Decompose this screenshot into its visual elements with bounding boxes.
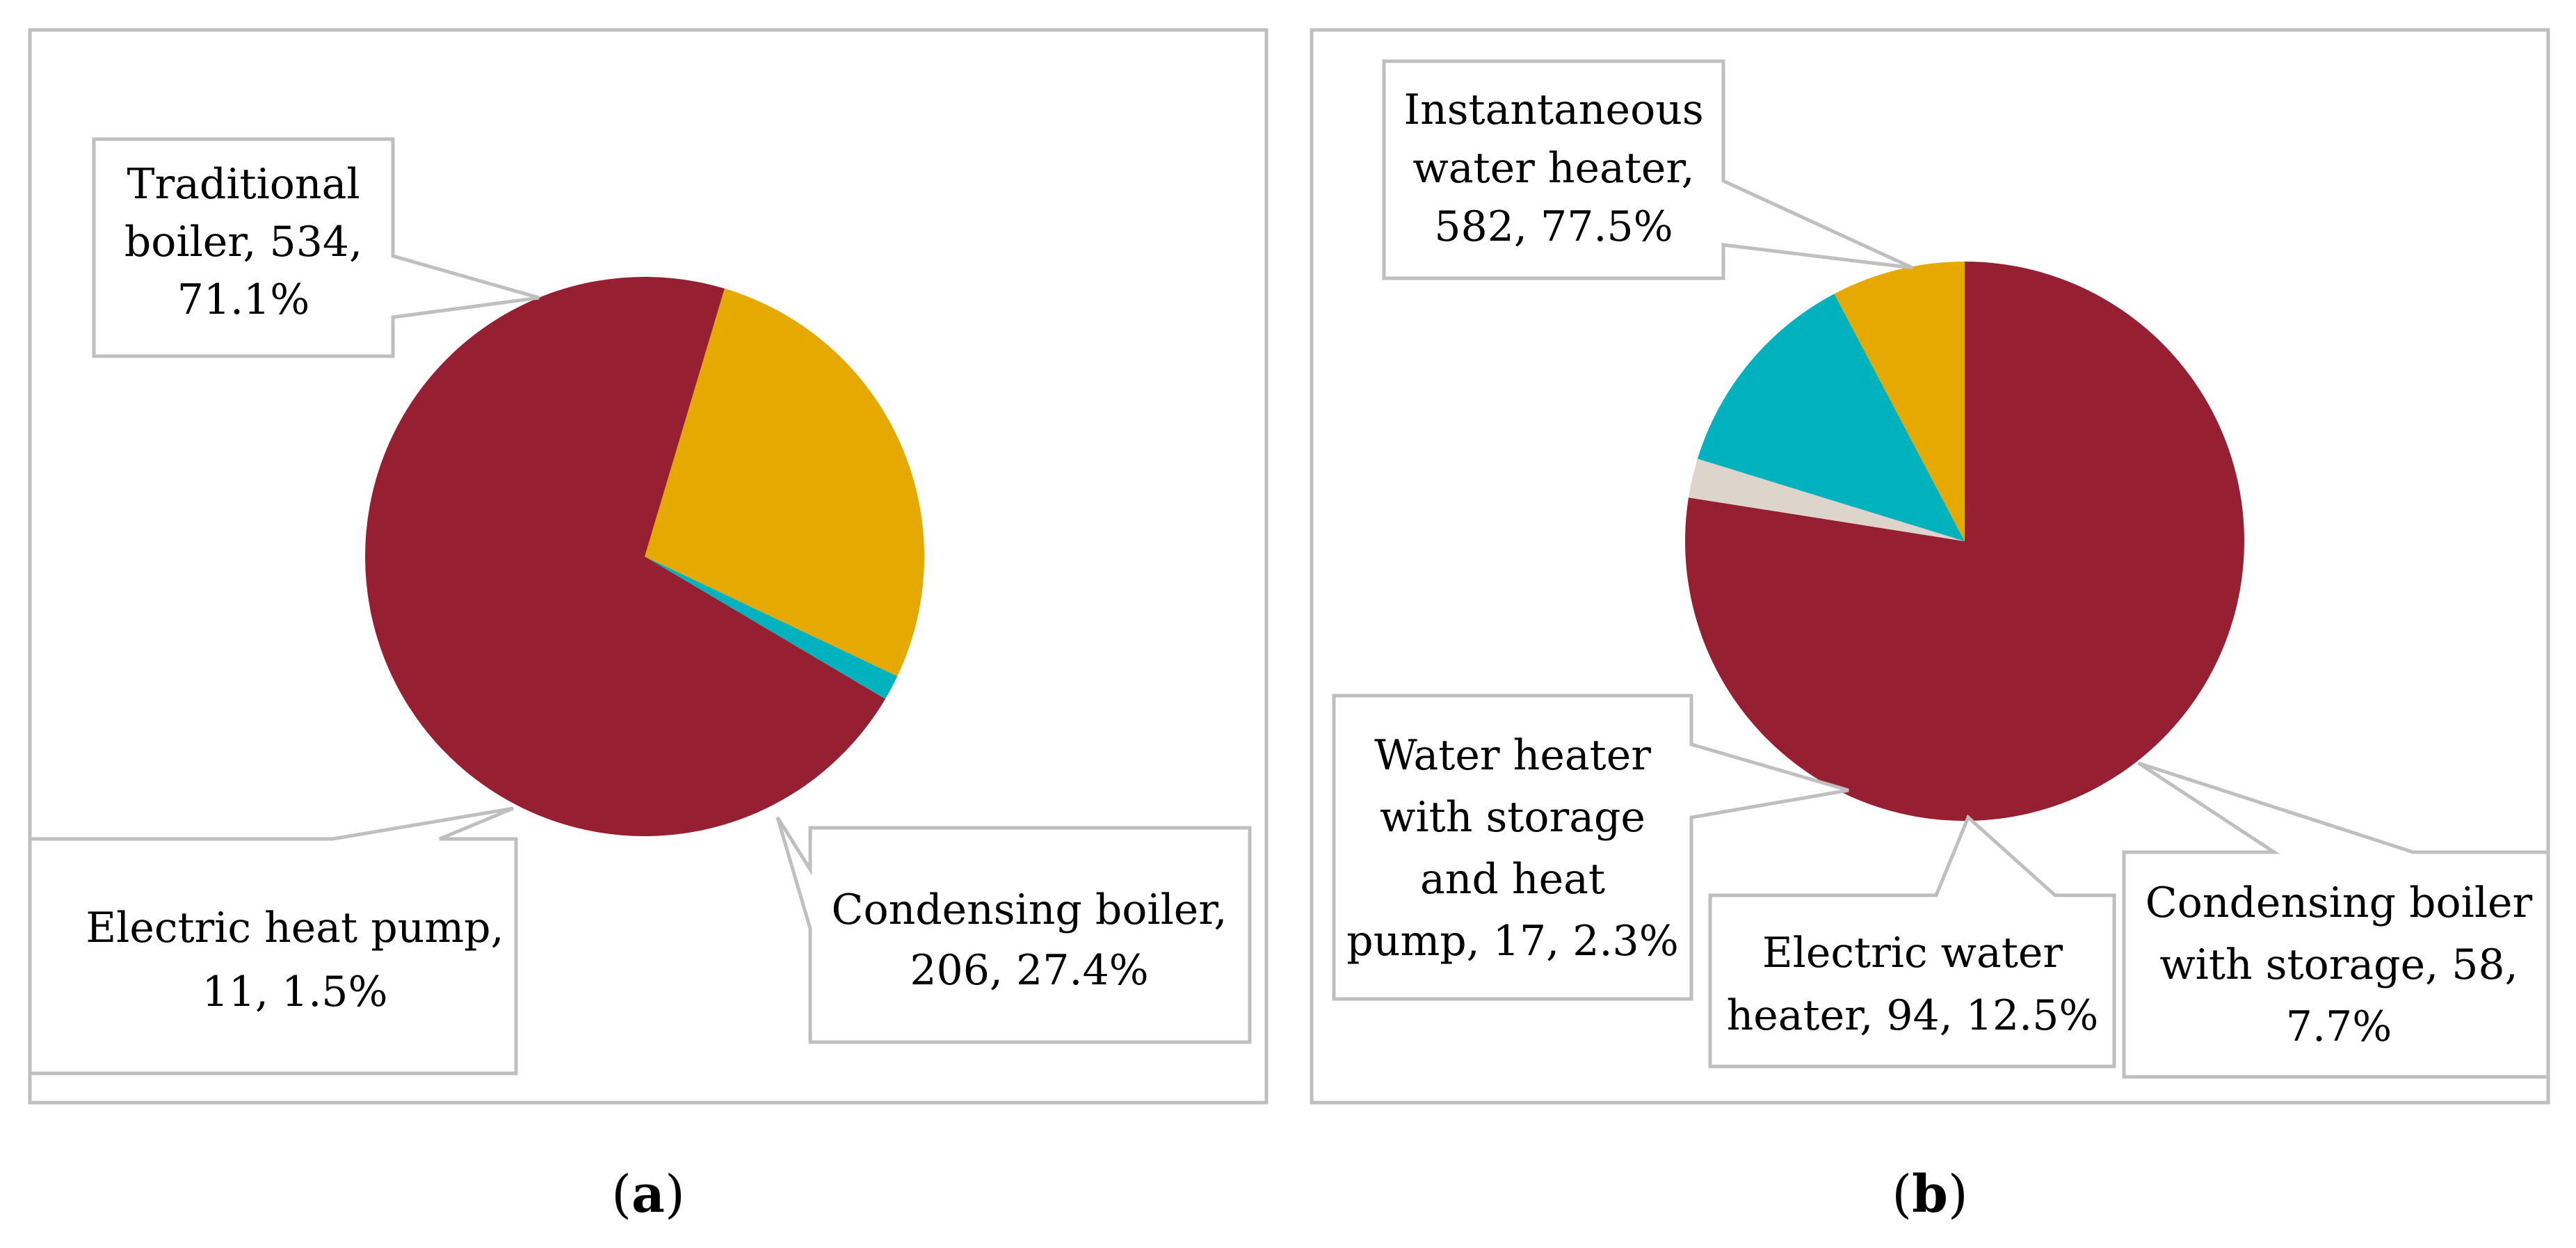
callout-condensing-boiler-storage: Condensing boiler with storage, 58, 7.7% [2122, 761, 2550, 1079]
slice-label-condensing-boiler-line-1: Condensing boiler, [832, 886, 1227, 934]
callout-water-heater-storage-heat-pump: Water heater with storage and heat pump,… [1332, 694, 1849, 1001]
callout-condensing-boiler-box [775, 816, 1252, 1044]
slice-label-water-heater-storage-line-3: and heat [1420, 855, 1605, 904]
callout-electric-heat-pump-box [28, 806, 518, 1075]
panel-b: Instantaneous water heater, 582, 77.5% W… [1310, 28, 2550, 1224]
callout-electric-heat-pump: Electric heat pump, 11, 1.5% [28, 806, 518, 1075]
slice-label-water-heater-storage-line-2: with storage [1380, 793, 1645, 842]
pie-slice-water-heater-with-storage-and-heat-pump [1688, 458, 1965, 541]
caption-a-close: ) [665, 1165, 685, 1224]
callout-condensing-boiler: Condensing boiler, 206, 27.4% [775, 816, 1252, 1044]
pie-slice-instantaneous-water-heater [1685, 262, 2245, 821]
slice-label-condensing-boiler-storage-line-3: 7.7% [2286, 1002, 2392, 1051]
callout-traditional-boiler: Traditional boiler, 534, 71.1% [92, 137, 540, 358]
slice-label-electric-heat-pump-line-2: 11, 1.5% [202, 968, 388, 1016]
slice-label-water-heater-storage-line-4: pump, 17, 2.3% [1346, 917, 1678, 966]
slice-label-instantaneous-water-heater-line-1: Instantaneous [1403, 86, 1703, 134]
pie-a [364, 276, 925, 836]
pie-slice-condensing-boiler [645, 288, 925, 677]
callout-traditional-boiler-box [92, 137, 540, 358]
slice-label-traditional-boiler-line-1: Traditional [127, 160, 360, 209]
slice-label-electric-water-heater-line-1: Electric water [1762, 929, 2063, 977]
callout-instantaneous-water-heater-box [1382, 59, 1914, 280]
callout-instantaneous-water-heater: Instantaneous water heater, 582, 77.5% [1382, 59, 1914, 280]
pie-b [1685, 262, 2245, 821]
panel-a-frame [28, 28, 1269, 1105]
caption-b: (b) [1892, 1165, 1968, 1224]
caption-b-close: ) [1948, 1165, 1968, 1224]
caption-a-open: ( [611, 1165, 631, 1224]
pie-slice-electric-water-heater [1697, 294, 1965, 541]
slice-label-traditional-boiler-line-3: 71.1% [177, 275, 310, 324]
pie-slice-condensing-boiler-with-storage [1834, 262, 1965, 541]
callout-electric-water-heater-box [1708, 814, 2116, 1069]
pie-slice-traditional-boiler [364, 276, 885, 836]
panel-b-frame [1310, 28, 2550, 1105]
slice-label-condensing-boiler-storage-line-1: Condensing boiler [2146, 879, 2533, 927]
callout-electric-water-heater: Electric water heater, 94, 12.5% [1708, 814, 2116, 1069]
slice-label-condensing-boiler-line-2: 206, 27.4% [910, 946, 1148, 995]
caption-b-open: ( [1892, 1165, 1912, 1224]
slice-label-traditional-boiler-line-2: boiler, 534, [124, 218, 362, 266]
caption-a: (a) [611, 1165, 685, 1224]
pie-slice-electric-heat-pump [645, 557, 898, 699]
caption-b-letter: b [1912, 1165, 1948, 1224]
slice-label-condensing-boiler-storage-line-2: with storage, 58, [2159, 941, 2518, 989]
slice-label-water-heater-storage-line-1: Water heater [1374, 731, 1651, 780]
slice-label-electric-heat-pump-line-1: Electric heat pump, [86, 904, 504, 952]
callout-water-heater-storage-heat-pump-box [1332, 694, 1849, 1001]
slice-label-instantaneous-water-heater-line-3: 582, 77.5% [1434, 202, 1673, 251]
slice-label-instantaneous-water-heater-line-2: water heater, [1412, 144, 1694, 193]
caption-a-letter: a [631, 1165, 665, 1224]
callout-condensing-boiler-storage-box [2122, 761, 2550, 1079]
panel-a: Traditional boiler, 534, 71.1% Electric … [28, 28, 1269, 1224]
slice-label-electric-water-heater-line-2: heater, 94, 12.5% [1727, 991, 2099, 1040]
